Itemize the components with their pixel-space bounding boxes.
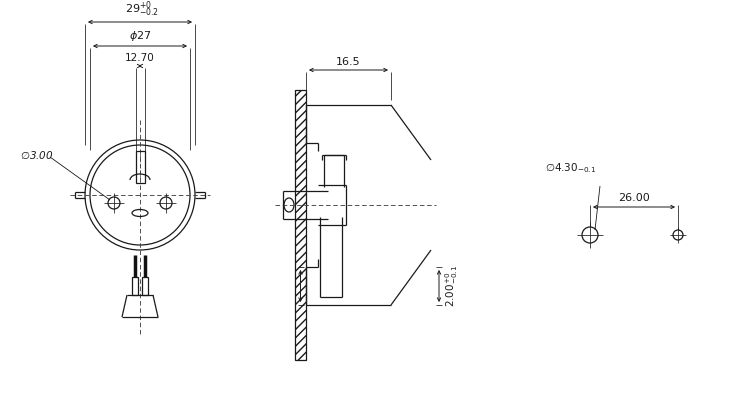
Text: $\phi$27: $\phi$27	[129, 29, 152, 43]
Bar	[142, 277, 148, 295]
Text: 16.5: 16.5	[336, 57, 361, 67]
Text: $\varnothing$3.00: $\varnothing$3.00	[20, 149, 54, 161]
Text: 12.70: 12.70	[125, 53, 155, 63]
Bar	[132, 277, 138, 295]
Bar	[295, 90, 306, 360]
Text: $\mathregular{2.00^{+0}_{-0.1}}$: $\mathregular{2.00^{+0}_{-0.1}}$	[443, 265, 460, 307]
Text: $\mathregular{29^{+0}_{-0.2}}$: $\mathregular{29^{+0}_{-0.2}}$	[125, 0, 159, 19]
Bar	[136, 151, 145, 183]
Text: $\varnothing 4.30_{-0.1}$: $\varnothing 4.30_{-0.1}$	[545, 161, 596, 175]
Text: 26.00: 26.00	[618, 193, 650, 203]
